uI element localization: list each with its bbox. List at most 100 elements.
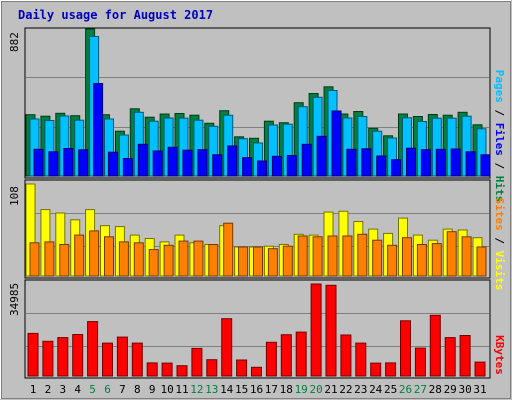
sites-bar [163,244,174,277]
sites-bar [327,235,338,277]
pages-bar [450,148,461,177]
x-tick-label: 20 [309,383,322,396]
x-tick-label: 31 [473,383,486,396]
pages-bar [167,146,178,177]
x-tick-label: 4 [74,383,81,396]
x-tick-label: 29 [444,383,457,396]
x-tick-label: 16 [250,383,263,396]
sites-bar [431,243,442,277]
kbytes-bar [161,362,173,377]
kbytes-bar [310,283,322,377]
kbytes-bar [414,347,426,377]
pages-bar [406,147,416,177]
kbytes-bar [131,342,143,377]
kbytes-bar [72,334,84,377]
kbytes-bar [191,347,203,377]
pages-bar [316,135,327,177]
pages-bar [286,155,297,177]
kbytes-bar [400,320,411,377]
pages-bar [212,154,223,177]
kbytes-bar [251,366,262,377]
sites-bar [416,244,427,277]
pages-bar [331,110,342,177]
x-tick-label: 21 [324,383,337,396]
x-tick-label: 18 [280,383,293,396]
pages-bar [63,148,74,177]
pages-bar [376,155,387,177]
x-tick-label: 6 [104,383,111,396]
legend-separator: / [493,156,506,176]
bars-layer [25,28,491,377]
sites-bar [89,230,100,277]
hits-ymax-label: 882 [8,32,21,52]
kbytes-bar [146,362,158,377]
x-tick-label: 12 [190,383,203,396]
kbytes-bar [176,365,188,377]
pages-bar [420,149,431,177]
kbytes-bar [236,359,248,377]
legend-separator: / [493,231,506,251]
kbytes-bar [444,337,456,377]
kbytes-bar [340,334,352,377]
sites-bar [387,244,398,277]
kbytes-bar [370,362,382,377]
kbytes-bar [102,342,113,377]
kbytes-bar [221,318,233,377]
x-axis-labels: 1 2 3 4 5 6 7 8 9 10 11 12 13 14 15 16 17 18 19 20 21 22 23 24 2… [30,383,487,396]
sites-bar [193,240,204,277]
kbytes-side-legend: KBytes [493,335,506,375]
visits-legend-label: Visits [493,251,506,291]
x-tick-label: 19 [295,383,308,396]
x-tick-label: 25 [384,383,397,396]
pages-bar [182,149,193,177]
kbytes-bar [295,331,307,377]
sites-bar [402,237,412,277]
x-tick-label: 3 [59,383,66,396]
pages-bar [435,148,446,177]
sites-bar [59,244,70,277]
x-tick-label: 10 [160,383,173,396]
sites-bar [29,242,40,277]
x-tick-label: 22 [339,383,352,396]
kbytes-bar [459,335,471,377]
sites-bar [223,222,234,277]
kbytes-bar [42,340,54,377]
visits-ymax-label: 108 [8,186,21,206]
sites-legend-label: Sites [493,198,506,231]
pages-bar [480,154,491,177]
kbytes-bar [385,362,397,377]
pages-bar [391,159,402,177]
files-legend-label: Files [493,123,506,156]
kbytes-bar [27,332,39,377]
kbytes-bar [325,284,337,377]
sites-bar [357,233,368,277]
pages-bar [93,83,104,177]
kbytes-bar [206,359,218,377]
visits-side-legend: Sites / Visits [493,198,506,291]
x-tick-label: 27 [414,383,427,396]
pages-bar [33,148,44,177]
x-tick-label: 17 [265,383,278,396]
pages-bar [152,150,163,177]
kbytes-bar [355,342,367,377]
sites-bar [104,236,114,277]
sites-bar [74,234,85,277]
pages-bar [301,143,312,177]
sites-bar [208,244,219,277]
chart-title: Daily usage for August 2017 [18,8,213,22]
pages-bar [48,151,59,177]
pages-bar [227,145,238,177]
sites-bar [44,241,55,277]
pages-bar [108,151,118,177]
x-tick-label: 1 [30,383,37,396]
kbytes-bar [57,337,69,377]
sites-bar [238,246,249,277]
sites-bar [253,246,263,277]
hits-side-legend: Pages / Files / Hits [493,70,506,203]
x-tick-label: 14 [220,383,234,396]
sites-bar [178,240,189,277]
pages-bar [346,148,357,177]
sites-bar [446,231,457,277]
sites-bar [461,236,472,277]
